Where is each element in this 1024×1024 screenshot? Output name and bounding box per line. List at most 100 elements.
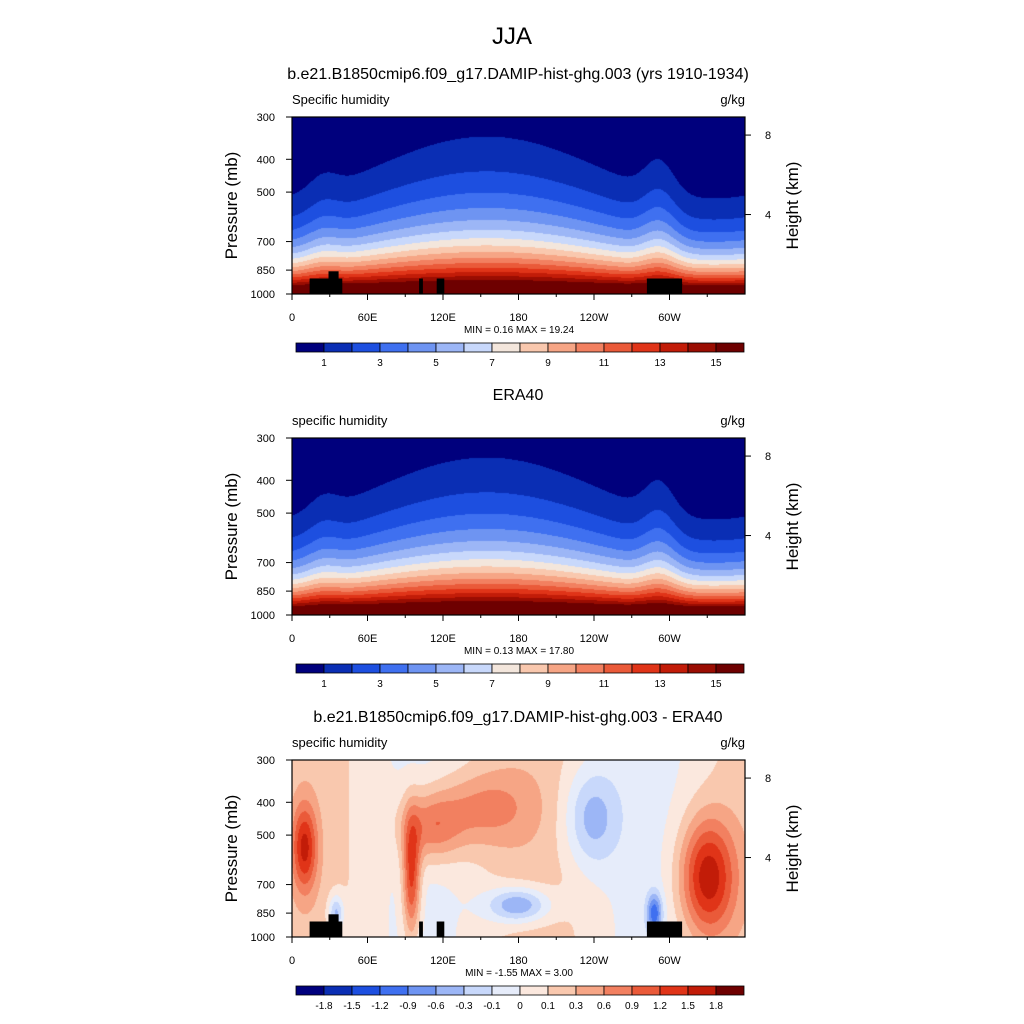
panel-left-label: specific humidity — [292, 413, 388, 428]
colorbar-label: 9 — [545, 679, 551, 690]
colorbar: -1.8 -1.5 -1.2 -0.9 -0.6 -0.3 -0.1 0 0.1 0.3 0.6 0.… — [295, 985, 745, 1012]
y-tick-label: 1000 — [251, 289, 275, 301]
colorbar-box — [659, 663, 689, 674]
y-tick-label: 700 — [257, 558, 275, 570]
colorbar-box — [631, 342, 661, 353]
colorbar-box — [407, 985, 437, 996]
panel-left-label: specific humidity — [292, 735, 388, 750]
x-tick-label: 120W — [580, 312, 609, 324]
contour-field — [292, 438, 745, 615]
colorbar-label: 15 — [710, 679, 722, 690]
colorbar-box — [351, 663, 381, 674]
colorbar-box — [491, 985, 521, 996]
colorbar-box — [687, 342, 717, 353]
min-max-label: MIN = 0.16 MAX = 19.24 — [464, 325, 574, 336]
colorbar-label: 13 — [654, 358, 666, 369]
y2-tick-label: 8 — [765, 773, 771, 785]
x-tick-label: 120E — [430, 312, 456, 324]
y2-tick-label: 4 — [765, 531, 771, 543]
panel-title: b.e21.B1850cmip6.f09_g17.DAMIP-hist-ghg.… — [313, 709, 722, 726]
colorbar-label: 7 — [489, 358, 495, 369]
panel-3: b.e21.B1850cmip6.f09_g17.DAMIP-hist-ghg.… — [222, 709, 802, 1012]
y-axis-label: Pressure (mb) — [222, 152, 241, 260]
x-tick-label: 60W — [658, 312, 681, 324]
y2-tick-label: 4 — [765, 853, 771, 865]
colorbar-label: -0.9 — [399, 1001, 417, 1012]
colorbar-label: 1.5 — [681, 1001, 695, 1012]
colorbar-label: 3 — [377, 679, 383, 690]
x-tick-label: 0 — [289, 312, 295, 324]
colorbar-box — [463, 985, 493, 996]
colorbar-box — [603, 663, 633, 674]
colorbar-label: -1.8 — [315, 1001, 333, 1012]
panel-right-label: g/kg — [720, 92, 745, 107]
colorbar-box — [547, 985, 577, 996]
colorbar-label: 9 — [545, 358, 551, 369]
y-tick-label: 500 — [257, 830, 275, 842]
colorbar-box — [379, 663, 409, 674]
colorbar-box — [435, 342, 465, 353]
x-tick-label: 120E — [430, 955, 456, 967]
colorbar-box — [715, 342, 745, 353]
colorbar-box — [519, 342, 549, 353]
y-tick-label: 850 — [257, 265, 275, 277]
panel-right-label: g/kg — [720, 413, 745, 428]
colorbar-box — [463, 663, 493, 674]
panel-title: ERA40 — [493, 387, 544, 404]
colorbar-box — [519, 663, 549, 674]
colorbar-label: 1.8 — [709, 1001, 723, 1012]
y-tick-label: 700 — [257, 237, 275, 249]
colorbar-label: 7 — [489, 679, 495, 690]
contour-field — [292, 760, 745, 937]
x-tick-label: 60E — [358, 633, 378, 645]
topography-mask — [328, 914, 339, 937]
topography-mask — [440, 921, 445, 937]
y-tick-label: 1000 — [251, 610, 275, 622]
colorbar-box — [491, 663, 521, 674]
y-tick-label: 400 — [257, 154, 275, 166]
y-tick-label: 850 — [257, 586, 275, 598]
colorbar-box — [575, 985, 605, 996]
colorbar-box — [351, 985, 381, 996]
colorbar-box — [323, 985, 353, 996]
x-tick-label: 180 — [509, 312, 527, 324]
colorbar-box — [659, 342, 689, 353]
y-axis-label: Pressure (mb) — [222, 473, 241, 581]
colorbar: 1 3 5 7 9 11 13 15 — [295, 342, 745, 369]
y-tick-label: 500 — [257, 187, 275, 199]
colorbar-box — [575, 342, 605, 353]
y-tick-label: 500 — [257, 508, 275, 520]
colorbar: 1 3 5 7 9 11 13 15 — [295, 663, 745, 690]
colorbar-label: 15 — [710, 358, 722, 369]
topography-mask — [440, 278, 445, 294]
colorbar-label: 5 — [433, 358, 439, 369]
y-tick-label: 300 — [257, 755, 275, 767]
colorbar-box — [379, 985, 409, 996]
colorbar-box — [631, 663, 661, 674]
x-tick-label: 180 — [509, 633, 527, 645]
min-max-label: MIN = 0.13 MAX = 17.80 — [464, 646, 574, 657]
y2-tick-label: 4 — [765, 210, 771, 222]
x-tick-label: 180 — [509, 955, 527, 967]
y-tick-label: 1000 — [251, 932, 275, 944]
colorbar-label: 11 — [599, 679, 610, 690]
panels: b.e21.B1850cmip6.f09_g17.DAMIP-hist-ghg.… — [222, 66, 802, 1012]
colorbar-label: 0.3 — [569, 1001, 583, 1012]
colorbar-box — [295, 342, 325, 353]
colorbar-box — [463, 342, 493, 353]
colorbar-label: 3 — [377, 358, 383, 369]
colorbar-box — [491, 342, 521, 353]
colorbar-box — [547, 663, 577, 674]
colorbar-label: 0.6 — [597, 1001, 611, 1012]
y-tick-label: 300 — [257, 433, 275, 445]
y2-tick-label: 8 — [765, 130, 771, 142]
y-tick-label: 850 — [257, 908, 275, 920]
panel-left-label: Specific humidity — [292, 92, 390, 107]
y-tick-label: 400 — [257, 797, 275, 809]
colorbar-label: 11 — [599, 358, 610, 369]
x-tick-label: 60W — [658, 633, 681, 645]
panel-1: b.e21.B1850cmip6.f09_g17.DAMIP-hist-ghg.… — [222, 66, 802, 369]
colorbar-label: -0.3 — [455, 1001, 473, 1012]
colorbar-label: 1 — [321, 679, 327, 690]
